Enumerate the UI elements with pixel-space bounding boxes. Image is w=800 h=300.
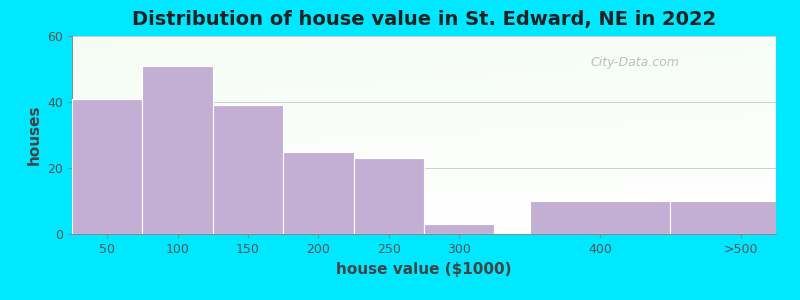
Bar <box>283 152 354 234</box>
Title: Distribution of house value in St. Edward, NE in 2022: Distribution of house value in St. Edwar… <box>132 10 716 29</box>
Bar <box>72 99 142 234</box>
Bar <box>424 224 494 234</box>
Y-axis label: houses: houses <box>26 105 42 165</box>
Bar <box>530 201 670 234</box>
Bar <box>354 158 424 234</box>
X-axis label: house value ($1000): house value ($1000) <box>336 262 512 277</box>
Bar <box>142 66 213 234</box>
Bar <box>213 105 283 234</box>
Text: City-Data.com: City-Data.com <box>590 56 680 69</box>
Bar <box>670 201 800 234</box>
